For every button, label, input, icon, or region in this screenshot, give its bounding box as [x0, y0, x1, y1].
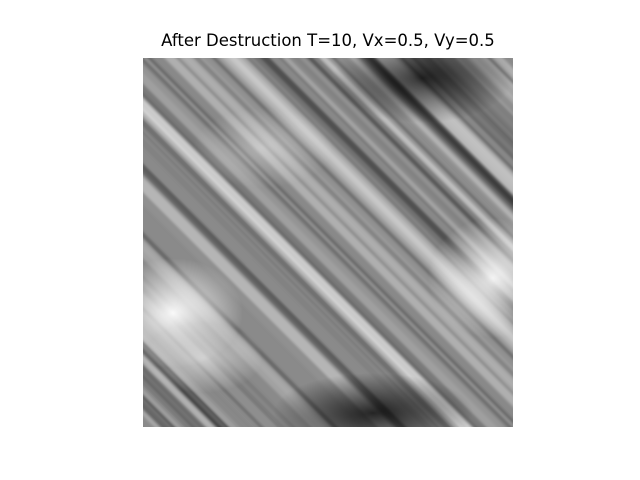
image-streak — [143, 409, 161, 427]
image-streak — [143, 374, 196, 427]
image-streak — [143, 58, 513, 427]
image-streak — [192, 58, 513, 379]
figure-title: After Destruction T=10, Vx=0.5, Vy=0.5 — [161, 31, 495, 50]
image-streak — [147, 58, 513, 424]
image-streak — [151, 58, 513, 420]
image-streak — [143, 342, 228, 427]
image-streak — [143, 330, 240, 427]
image-streak — [143, 306, 264, 427]
image-streak — [143, 95, 475, 427]
image-streak — [143, 394, 176, 427]
image-streak — [217, 58, 513, 354]
image-streak — [143, 318, 252, 427]
grayscale-image-panel — [143, 58, 513, 427]
streaked-grayscale-image — [143, 58, 513, 427]
image-streak — [143, 83, 487, 427]
image-streak — [164, 58, 513, 407]
image-streak — [143, 401, 169, 427]
image-streak — [143, 283, 287, 427]
image-streak — [179, 58, 513, 392]
image-streak — [143, 378, 192, 427]
image-streak — [193, 58, 513, 378]
image-streak — [143, 72, 498, 427]
image-streak — [143, 355, 215, 427]
image-streak — [143, 325, 245, 427]
